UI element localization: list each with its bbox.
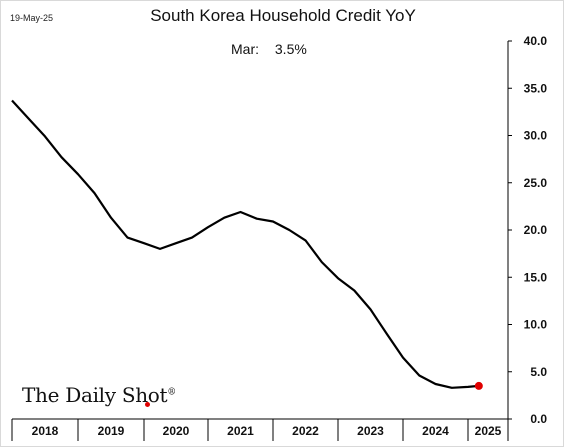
y-tick-label: 25.0 <box>524 176 548 190</box>
watermark-dot <box>145 402 150 407</box>
chart-title: South Korea Household Credit YoY <box>150 6 416 25</box>
date-stamp: 19-May-25 <box>10 13 54 23</box>
x-tick-label: 2018 <box>32 424 59 438</box>
x-tick-label: 2024 <box>422 424 449 438</box>
y-tick-label: 15.0 <box>524 270 548 284</box>
x-tick-label: 2019 <box>98 424 125 438</box>
watermark-text: The Daily Shot <box>22 383 168 407</box>
x-tick-label: 2025 <box>475 424 502 438</box>
y-tick-label: 35.0 <box>524 81 548 95</box>
x-tick-label: 2022 <box>292 424 319 438</box>
x-tick-label: 2023 <box>357 424 384 438</box>
y-tick-label: 5.0 <box>530 365 547 379</box>
annotation-value: 3.5% <box>274 41 307 57</box>
latest-value-annotation: Mar: 3.5% <box>231 41 307 57</box>
y-tick-label: 10.0 <box>524 318 548 332</box>
latest-point-marker <box>474 381 483 390</box>
series-line <box>11 99 479 389</box>
x-tick-label: 2020 <box>163 424 190 438</box>
y-tick-label: 20.0 <box>524 223 548 237</box>
watermark-logo: The Daily Shot® <box>22 383 176 407</box>
registered-mark: ® <box>167 387 176 398</box>
y-tick-label: 0.0 <box>530 412 547 426</box>
y-tick-label: 40.0 <box>524 34 548 48</box>
annotation-label: Mar: <box>231 41 259 57</box>
y-tick-label: 30.0 <box>524 129 548 143</box>
x-tick-label: 2021 <box>227 424 254 438</box>
